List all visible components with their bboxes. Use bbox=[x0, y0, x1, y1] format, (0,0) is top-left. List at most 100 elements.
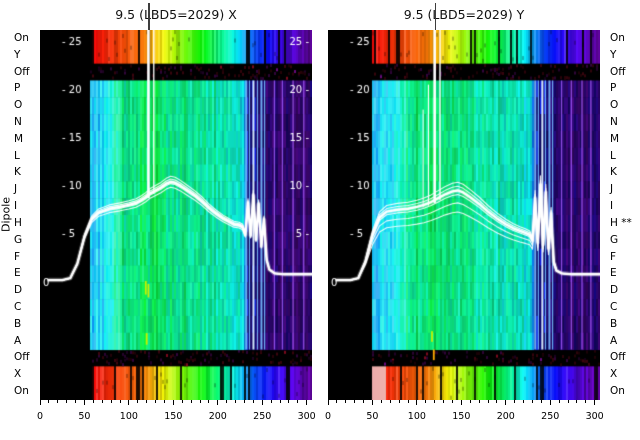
row-label: M bbox=[610, 132, 620, 145]
x-minor-tick-mark bbox=[48, 400, 50, 403]
x-minor-tick-mark bbox=[576, 400, 578, 403]
x-minor-tick-mark bbox=[567, 400, 569, 403]
x-minor-tick-mark bbox=[585, 400, 587, 403]
x-minor-tick-mark bbox=[496, 400, 498, 403]
x-minor-tick-mark bbox=[270, 400, 272, 403]
x-tick-mark bbox=[172, 400, 174, 405]
row-label: O bbox=[610, 99, 619, 112]
row-label: A bbox=[14, 334, 22, 347]
x-minor-tick-mark bbox=[243, 400, 245, 403]
x-minor-tick-mark bbox=[514, 400, 516, 403]
row-label: J bbox=[14, 183, 18, 196]
x-tick-label: 150 bbox=[164, 411, 183, 422]
row-label: K bbox=[610, 166, 617, 179]
x-tick-label: 0 bbox=[36, 411, 44, 422]
row-label: J bbox=[610, 183, 614, 196]
panel-x-title: 9.5 (LBD5=2029) X bbox=[115, 7, 237, 22]
row-label: P bbox=[610, 82, 617, 95]
x-tick-mark bbox=[128, 400, 130, 405]
row-label: Y bbox=[610, 48, 617, 61]
spike-overflow-line bbox=[148, 3, 150, 30]
x-minor-tick-mark bbox=[288, 400, 290, 403]
row-label: E bbox=[610, 267, 617, 280]
x-minor-tick-mark bbox=[66, 400, 68, 403]
panel-y-heatmap bbox=[328, 30, 600, 400]
row-label: Y bbox=[14, 48, 21, 61]
row-label: On bbox=[610, 385, 625, 398]
row-label: F bbox=[610, 250, 617, 263]
panel-y-title: 9.5 (LBD5=2029) Y bbox=[403, 7, 525, 22]
x-minor-tick-mark bbox=[190, 400, 192, 403]
row-label: D bbox=[610, 284, 619, 297]
row-label: Off bbox=[610, 65, 626, 78]
panel-y-axis: 0 50 100 150 200 250 300 bbox=[325, 400, 604, 434]
x-tick-mark bbox=[460, 400, 462, 405]
row-label: K bbox=[14, 166, 21, 179]
x-tick-mark bbox=[594, 400, 596, 405]
x-minor-tick-mark bbox=[110, 400, 112, 403]
row-label: On bbox=[14, 31, 29, 44]
x-minor-tick-mark bbox=[75, 400, 77, 403]
row-label: N bbox=[610, 116, 618, 128]
x-minor-tick-mark bbox=[208, 400, 210, 403]
x-minor-tick-mark bbox=[354, 400, 356, 403]
x-minor-tick-mark bbox=[451, 400, 453, 403]
row-label: X bbox=[14, 368, 22, 381]
row-label: H ** bbox=[610, 216, 632, 229]
x-tick-label: 300 bbox=[297, 411, 316, 422]
row-label: B bbox=[14, 317, 22, 330]
row-label: I bbox=[610, 200, 614, 213]
x-tick-label: 150 bbox=[452, 411, 471, 422]
row-label: D bbox=[14, 284, 23, 297]
x-minor-tick-mark bbox=[398, 400, 400, 403]
x-minor-tick-mark bbox=[407, 400, 409, 403]
row-label: I bbox=[14, 200, 18, 213]
row-label: F bbox=[14, 250, 21, 263]
row-label: B bbox=[610, 317, 618, 330]
x-tick-label: 100 bbox=[407, 411, 426, 422]
x-minor-tick-mark bbox=[101, 400, 103, 403]
row-label: Off bbox=[610, 351, 626, 364]
spike-overflow-line bbox=[434, 3, 437, 30]
row-label: X bbox=[610, 368, 618, 381]
x-tick-mark bbox=[371, 400, 373, 405]
x-tick-mark bbox=[83, 400, 85, 405]
x-minor-tick-mark bbox=[226, 400, 228, 403]
x-minor-tick-mark bbox=[540, 400, 542, 403]
x-minor-tick-mark bbox=[163, 400, 165, 403]
row-label: L bbox=[610, 149, 616, 162]
x-tick-mark bbox=[217, 400, 219, 405]
row-label: On bbox=[610, 31, 625, 44]
row-label: A bbox=[610, 334, 618, 347]
x-minor-tick-mark bbox=[531, 400, 533, 403]
row-label: L bbox=[14, 149, 20, 162]
x-tick-label: 100 bbox=[119, 411, 138, 422]
x-minor-tick-mark bbox=[478, 400, 480, 403]
x-tick-mark bbox=[416, 400, 418, 405]
x-minor-tick-mark bbox=[336, 400, 338, 403]
x-tick-mark bbox=[261, 400, 263, 405]
row-label: H bbox=[14, 216, 22, 229]
x-minor-tick-mark bbox=[252, 400, 254, 403]
x-tick-mark bbox=[327, 400, 329, 405]
x-tick-label: 250 bbox=[541, 411, 560, 422]
x-minor-tick-mark bbox=[443, 400, 445, 403]
x-minor-tick-mark bbox=[146, 400, 148, 403]
row-label: M bbox=[14, 132, 24, 145]
x-minor-tick-mark bbox=[345, 400, 347, 403]
x-minor-tick-mark bbox=[523, 400, 525, 403]
x-tick-mark bbox=[306, 400, 308, 405]
x-tick-mark bbox=[39, 400, 41, 405]
x-minor-tick-mark bbox=[487, 400, 489, 403]
x-tick-label: 50 bbox=[78, 411, 91, 422]
row-label: Off bbox=[14, 65, 30, 78]
panel-x-heatmap bbox=[40, 30, 312, 400]
x-tick-label: 200 bbox=[208, 411, 227, 422]
x-tick-label: 250 bbox=[253, 411, 272, 422]
row-label: C bbox=[610, 301, 618, 313]
x-minor-tick-mark bbox=[389, 400, 391, 403]
x-minor-tick-mark bbox=[199, 400, 201, 403]
x-minor-tick-mark bbox=[434, 400, 436, 403]
x-minor-tick-mark bbox=[181, 400, 183, 403]
